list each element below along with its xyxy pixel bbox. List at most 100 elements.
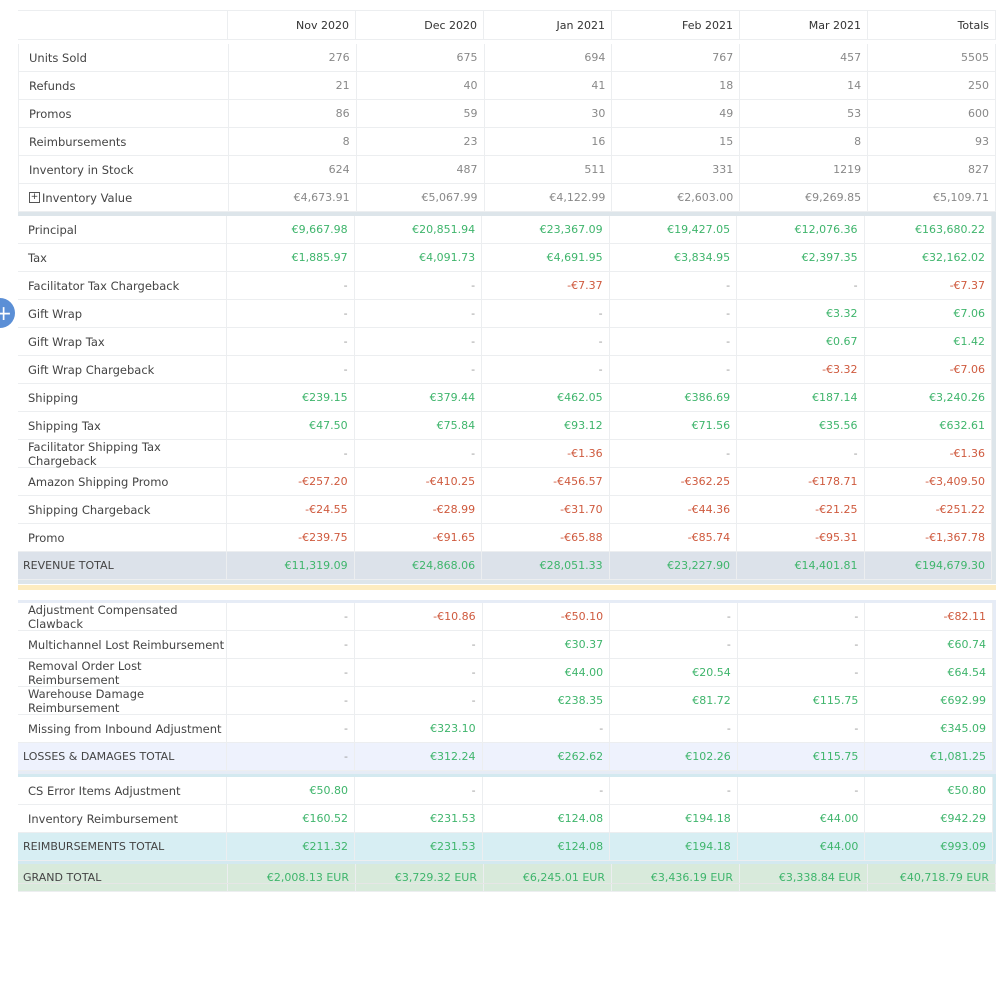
value-cell: -€85.74	[610, 524, 738, 551]
value-cell: 767	[612, 44, 741, 71]
cell-text: €1,081.25	[930, 750, 986, 763]
header-row: Nov 2020 Dec 2020 Jan 2021 Feb 2021 Mar 2021…	[18, 10, 996, 40]
cell-text: €47.50	[309, 419, 348, 432]
value-cell: €5,067.99	[357, 184, 485, 211]
cell-text: €50.80	[309, 784, 348, 797]
row-label: Gift Wrap Tax	[18, 328, 228, 355]
value-cell: -€7.06	[865, 356, 993, 383]
cell-text: -	[343, 638, 348, 651]
row-label: Promo	[18, 524, 228, 551]
value-cell: -€7.37	[482, 272, 610, 299]
cell-text: -€410.25	[425, 475, 476, 488]
cell-text: 8	[342, 135, 350, 148]
column-header: Totals	[868, 11, 996, 39]
cell-text: €323.10	[430, 722, 476, 735]
cell-text: €163,680.22	[915, 223, 986, 236]
value-cell: €47.50	[227, 412, 355, 439]
cell-text: Nov 2020	[296, 18, 349, 32]
cell-text: -	[598, 363, 603, 376]
cell-text: €23,367.09	[539, 223, 603, 236]
cell-text: -	[598, 307, 603, 320]
cell-text: -€91.65	[432, 531, 476, 544]
value-cell: -€10.86	[355, 603, 483, 630]
cell-text: -	[343, 610, 348, 623]
value-cell: €187.14	[737, 384, 865, 411]
value-cell: 93	[868, 128, 997, 155]
row-label: Inventory Reimbursement	[18, 805, 228, 832]
row-label: Gift Wrap Chargeback	[18, 356, 228, 383]
value-cell: €3,240.26	[865, 384, 993, 411]
data-row: Warehouse Damage Reimbursement - - €238.35 €…	[18, 687, 994, 715]
value-cell: €231.53	[355, 833, 483, 860]
cell-text: 675	[456, 51, 478, 64]
value-cell: 49	[612, 100, 741, 127]
cell-text: 8	[854, 135, 862, 148]
value-cell: -	[227, 659, 355, 686]
grand-total-row: GRAND TOTAL €2,008.13 EUR €3,729.32 EUR €6,…	[18, 864, 996, 892]
row-label: LOSSES & DAMAGES TOTAL	[18, 743, 228, 770]
value-cell: 694	[485, 44, 613, 71]
cell-text: -	[726, 279, 731, 292]
cell-text: €692.99	[940, 694, 987, 707]
value-cell: €81.72	[610, 687, 738, 714]
cell-text: €93.12	[564, 419, 603, 432]
cell-text: 86	[335, 107, 350, 120]
value-cell: €115.75	[738, 743, 866, 770]
value-cell: -	[610, 356, 738, 383]
value-cell: -€3,409.50	[865, 468, 993, 495]
value-cell: -	[482, 356, 610, 383]
value-cell: €632.61	[865, 412, 993, 439]
cell-text: €5,067.99	[421, 191, 478, 204]
cell-text: €187.14	[812, 391, 858, 404]
value-cell: €32,162.02	[865, 244, 993, 271]
cell-text: -€82.11	[943, 610, 987, 623]
cell-text: -	[854, 666, 859, 679]
data-row: Principal €9,667.98 €20,851.94 €23,367.09 €1…	[18, 216, 993, 244]
cell-text: -	[726, 363, 731, 376]
cell-text: -	[726, 335, 731, 348]
value-cell: -	[227, 603, 355, 630]
row-label: Warehouse Damage Reimbursement	[18, 687, 228, 715]
value-cell: €323.10	[355, 715, 483, 742]
cell-text: €4,091.73	[419, 251, 476, 264]
report-table: Nov 2020 Dec 2020 Jan 2021 Feb 2021 Mar 2021…	[18, 10, 997, 892]
cell-text: -	[471, 279, 476, 292]
cell-text: -	[599, 784, 604, 797]
value-cell: -	[610, 328, 738, 355]
cell-text: €1,885.97	[291, 251, 348, 264]
value-cell: -	[738, 777, 866, 804]
cell-text: -	[854, 610, 859, 623]
value-cell: -	[610, 603, 738, 630]
column-header: Nov 2020	[228, 11, 356, 39]
cell-text: €14,401.81	[794, 559, 858, 572]
cell-text: €81.72	[692, 694, 731, 707]
row-label: Gift Wrap	[18, 300, 228, 327]
row-label: Promos	[19, 100, 229, 127]
cell-text: 59	[463, 107, 478, 120]
expand-icon[interactable]: +	[29, 192, 40, 203]
cell-text: €50.80	[947, 784, 987, 797]
value-cell: €9,269.85	[740, 184, 869, 211]
cell-text: €2,008.13 EUR	[266, 871, 349, 884]
cell-text: -	[598, 335, 603, 348]
cell-text: -€50.10	[560, 610, 604, 623]
cell-text: -	[726, 722, 731, 735]
row-label: Facilitator Tax Chargeback	[18, 272, 228, 299]
value-cell: 250	[868, 72, 997, 99]
data-row: Facilitator Tax Chargeback - - -€7.37 - - -€7.…	[18, 272, 993, 300]
value-cell: -	[227, 356, 355, 383]
value-cell: 827	[868, 156, 997, 183]
row-label: Removal Order Lost Reimbursement	[18, 659, 228, 687]
cell-text: REVENUE TOTAL	[23, 559, 114, 572]
data-row: Adjustment Compensated Clawback - -€10.86 -…	[18, 603, 994, 631]
value-cell: -	[355, 687, 483, 714]
value-cell: -	[482, 328, 610, 355]
cell-text: €124.08	[557, 812, 604, 825]
value-cell: -€50.10	[483, 603, 611, 630]
cell-text: Principal	[28, 222, 78, 237]
add-button[interactable]: +	[0, 298, 15, 328]
cell-text: -€239.75	[298, 531, 348, 544]
cell-text: 624	[328, 163, 350, 176]
value-cell: €3.32	[737, 300, 865, 327]
value-cell: -	[738, 715, 866, 742]
